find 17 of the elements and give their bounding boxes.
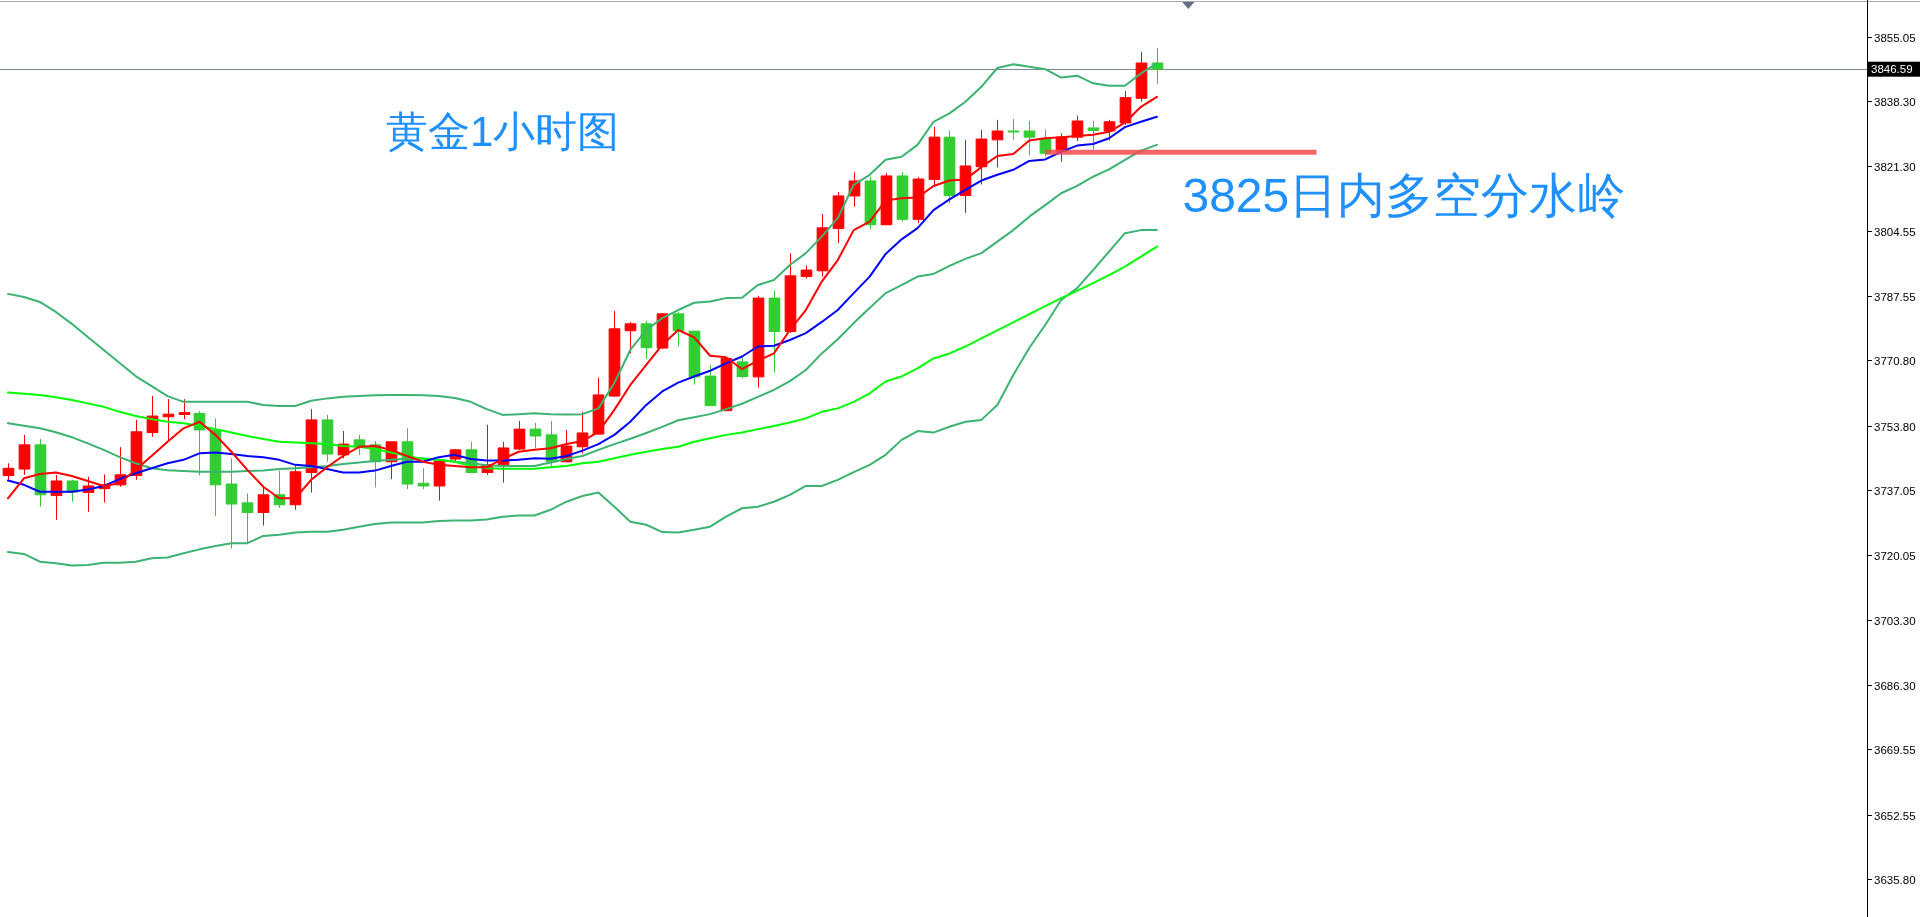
- y-tick-label: 3770.80: [1874, 354, 1916, 367]
- y-tick-label: 3686.30: [1874, 679, 1916, 692]
- y-tick-label: 3703.30: [1874, 614, 1916, 627]
- title: 黄金1小时图: [386, 108, 620, 155]
- y-tick-label: 3753.80: [1874, 420, 1916, 433]
- y-tick-label: 3821.30: [1874, 160, 1916, 173]
- y-tick-label: 3787.55: [1874, 290, 1916, 303]
- y-tick-label: 3720.05: [1874, 549, 1916, 562]
- y-tick-label: 3737.05: [1874, 484, 1916, 497]
- series-label: 3825日内多空分水岭: [1182, 169, 1626, 223]
- y-tick-label: 3635.80: [1874, 873, 1916, 886]
- y-tick-label: 3652.55: [1874, 809, 1916, 822]
- y-tick-label: 3855.05: [1874, 31, 1916, 44]
- ref-line-label: 3846.59: [1871, 63, 1913, 76]
- y-tick-label: 3838.30: [1874, 95, 1916, 108]
- y-tick-label: 3804.55: [1874, 225, 1916, 238]
- y-tick-label: 3669.55: [1874, 743, 1916, 756]
